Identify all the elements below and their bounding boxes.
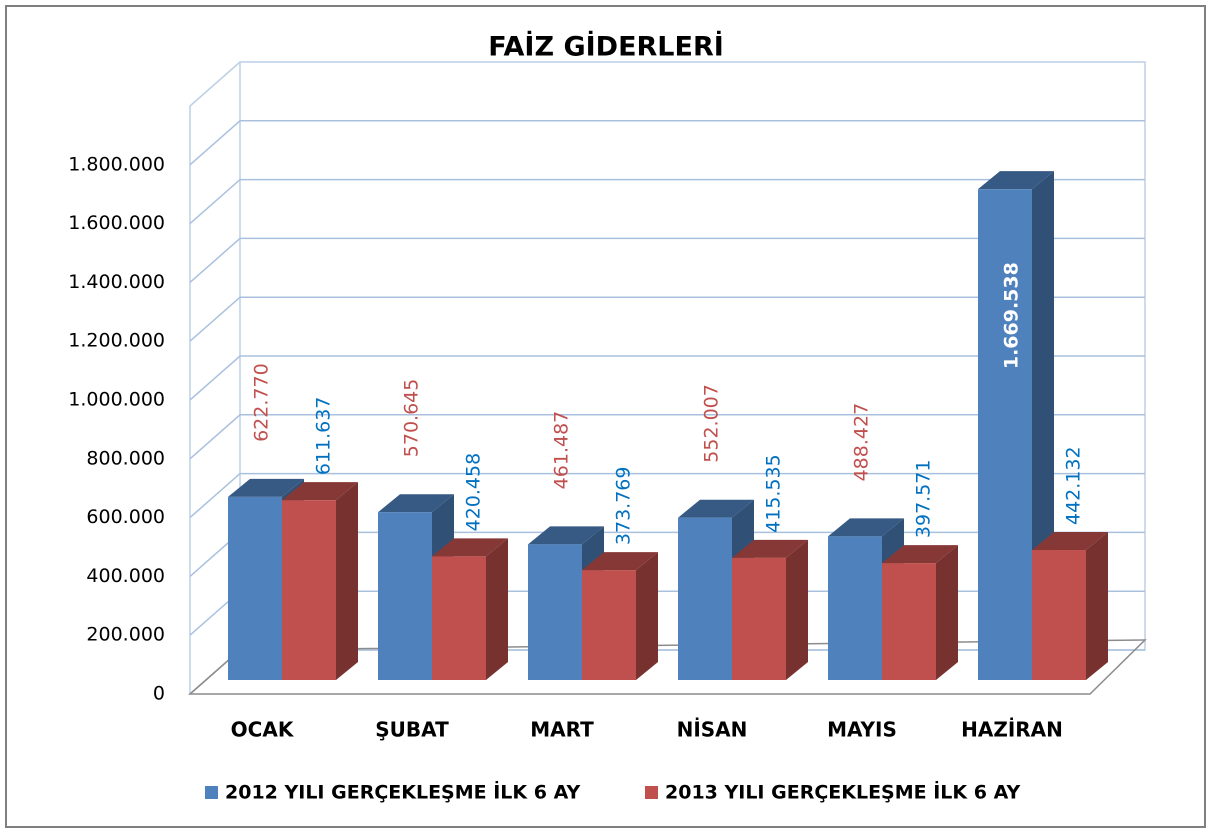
grid-line [189,355,1145,401]
chart-title: FAİZ GİDERLERİ [488,31,724,63]
y-tick-label: 1.400.000 [68,271,165,293]
bar [282,482,358,680]
floor [188,639,1147,695]
bar [432,538,508,680]
bar-side [636,552,658,680]
bar-front [228,496,282,680]
x-tick-label: MAYIS [827,718,897,742]
bar-top [732,539,808,558]
data-label: 415.535 [763,454,785,533]
grid-line [189,414,1145,460]
y-tick-label: 1.000.000 [68,389,165,411]
data-label: 461.487 [551,411,573,490]
bar-top [678,499,754,518]
bar-front [978,189,1032,680]
x-tick-label: NİSAN [677,718,748,742]
x-tick-label: ŞUBAT [375,718,449,742]
bar-front [582,570,636,680]
bar-front [528,544,582,680]
bar-side [486,538,508,680]
bar-top [582,552,658,571]
grid-line [189,472,1145,519]
bar [732,539,808,680]
bar-top [828,518,904,537]
x-tick-label: HAZİRAN [961,718,1063,742]
bar-top [882,545,958,564]
legend-swatch [205,786,218,799]
bar-front [432,556,486,680]
bar-front [282,500,336,680]
grid-line [189,237,1145,283]
bar [882,545,958,680]
bar-front [882,563,936,680]
y-tick-label: 400.000 [86,565,165,587]
bar-side [786,539,808,680]
x-tick-label: OCAK [231,718,295,742]
y-tick-label: 1.600.000 [68,212,165,234]
y-tick-label: 1.800.000 [68,153,165,175]
bar-top [978,171,1054,190]
legend-label: 2012 YILI GERÇEKLEŞME İLK 6 AY [225,780,580,804]
data-label: 570.645 [401,379,423,458]
data-label: 373.769 [613,467,635,546]
data-label: 420.458 [463,453,485,532]
bar-side [936,545,958,680]
bar [582,552,658,680]
bar-top [432,538,508,557]
data-label: 622.770 [251,363,273,442]
y-tick-label: 1.200.000 [68,330,165,352]
bar [1032,532,1108,680]
data-label: 488.427 [851,403,873,482]
bar-top [228,478,304,497]
bar-front [732,557,786,680]
bar-top [282,482,358,501]
bar-front [828,536,882,680]
grid-line [189,120,1145,166]
x-tick-label: MART [530,718,594,742]
data-label: 442.132 [1063,446,1085,525]
side-wall [189,61,241,694]
grid-line [189,296,1145,342]
y-tick-label: 200.000 [86,624,165,646]
data-label: 1.669.538 [1001,262,1023,369]
bar-top [528,526,604,545]
bar-side [336,482,358,680]
y-tick-label: 800.000 [86,447,165,469]
bar-top [1032,532,1108,551]
y-tick-label: 0 [153,683,165,705]
bar-side [1086,532,1108,680]
grid-line [189,178,1145,225]
y-tick-label: 600.000 [86,506,165,528]
data-label: 397.571 [913,460,935,539]
legend-label: 2013 YILI GERÇEKLEŞME İLK 6 AY [665,780,1020,804]
data-label: 611.637 [313,397,335,476]
bar-top [378,494,454,513]
data-label: 552.007 [701,384,723,463]
bar-front [378,512,432,680]
bar-front [678,517,732,680]
legend-swatch [645,786,658,799]
bar-front [1032,550,1086,680]
